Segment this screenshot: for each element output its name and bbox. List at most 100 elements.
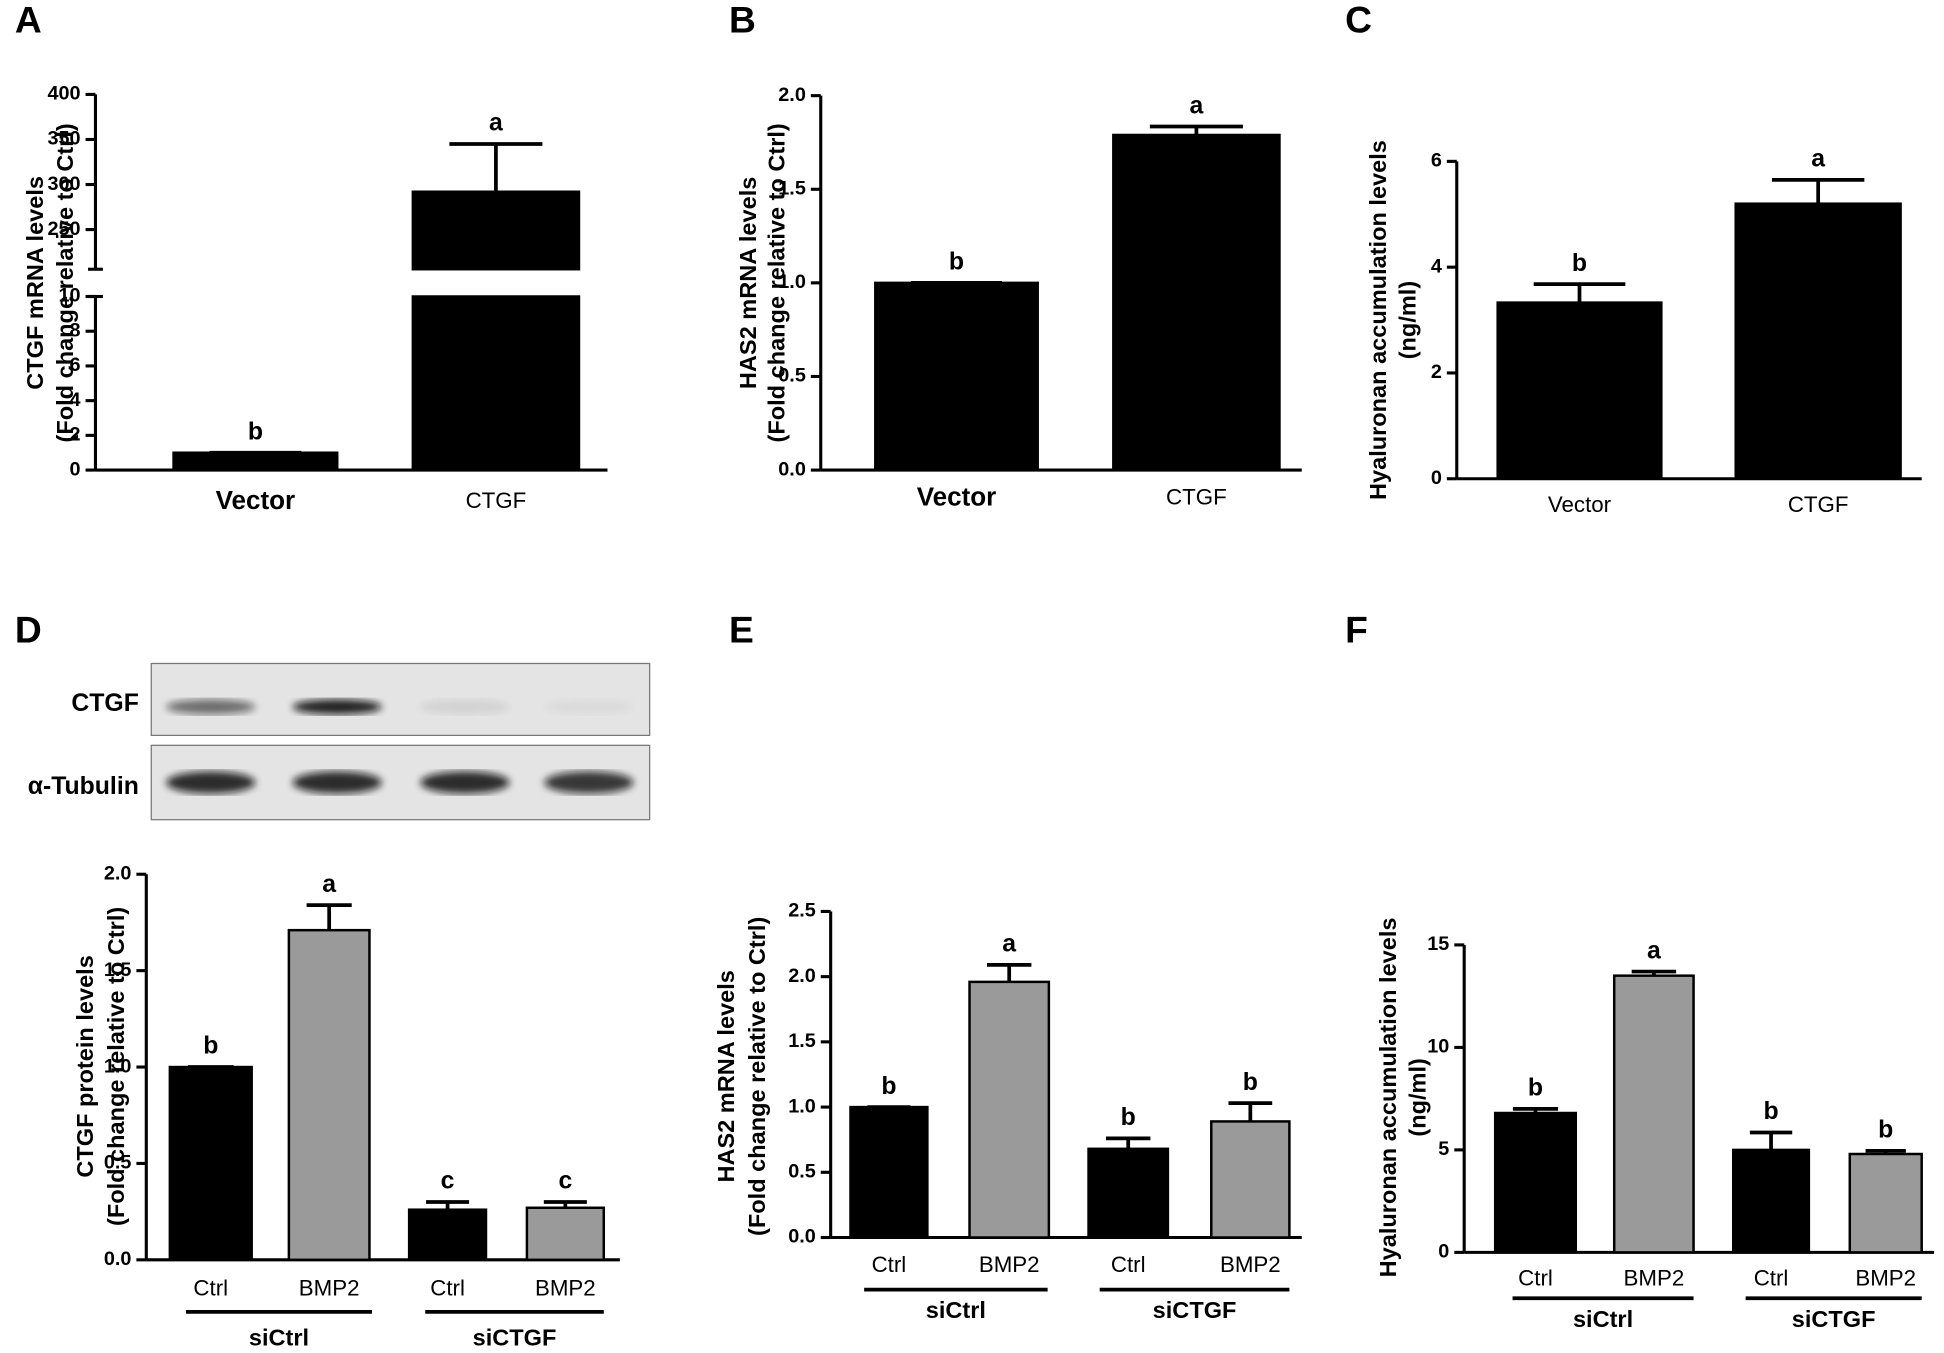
- panel-5: F 0 5 10 15 b Ctrl a BMP2 b Ctrl b BMP2 siCtrl siCTGF H…: [1345, 608, 1935, 1332]
- y-tick-label: 5: [1438, 1138, 1449, 1160]
- y-tick-label: 8: [70, 319, 81, 341]
- x-tick-label: BMP2: [979, 1252, 1040, 1277]
- error-bar: [1512, 1107, 1559, 1113]
- y-tick-label: 0.5: [104, 1152, 132, 1174]
- significance-letter: b: [1878, 1117, 1893, 1144]
- significance-letter: b: [248, 418, 263, 445]
- y-tick-label: 0.5: [788, 1161, 816, 1183]
- y-tick-label: 0: [70, 458, 81, 480]
- y-tick-label: 1.5: [778, 177, 806, 199]
- y-tick-label: 1.5: [788, 1030, 816, 1052]
- y-axis-label: CTGF mRNA levels (Fold change relative to…: [22, 123, 78, 442]
- y-tick-label: 1.5: [104, 959, 132, 981]
- bar: [1848, 1152, 1923, 1254]
- panel-0: A 0 2 4 6 8 10 250 300 350 400 b Vector a CTGF CTGF mRN…: [15, 0, 608, 515]
- panel-3: D 0.0 0.5 1.0 1.5 2.0 b Ctrl a BMP2 c Ctrl c BMP2 siCt…: [15, 608, 651, 1350]
- error-bar: [1105, 1136, 1151, 1149]
- bar: [287, 928, 371, 1262]
- error-bar: [1533, 282, 1626, 303]
- group-label: siCtrl: [249, 1324, 309, 1350]
- group-label: siCtrl: [926, 1297, 986, 1323]
- y-tick-label: 0.0: [104, 1248, 132, 1270]
- panel-letter: D: [15, 608, 42, 650]
- error-bar: [1771, 178, 1865, 204]
- bar: [1210, 1120, 1291, 1239]
- y-tick-label: 15: [1427, 933, 1449, 955]
- bar: [168, 1065, 253, 1262]
- blot-band: [420, 771, 510, 794]
- x-tick-label: Vector: [216, 485, 296, 515]
- y-tick-label: 1.0: [788, 1095, 816, 1117]
- bar: [525, 1206, 606, 1262]
- error-bar: [1631, 969, 1677, 976]
- x-tick-label: CTGF: [466, 488, 527, 513]
- error-bar: [1865, 1149, 1906, 1154]
- x-tick-label: Ctrl: [1754, 1266, 1789, 1291]
- blot-band: [544, 771, 634, 794]
- bar: [172, 451, 339, 472]
- significance-letter: b: [1121, 1104, 1136, 1131]
- y-tick-label: 6: [1431, 150, 1442, 172]
- error-bar: [1749, 1130, 1793, 1150]
- y-axis-label: Hyaluronan accumulation levels (ng/ml): [1365, 140, 1421, 500]
- y-axis-label-line: CTGF mRNA levels: [22, 176, 48, 390]
- y-tick-label: 6: [70, 354, 81, 376]
- panel-letter: F: [1345, 608, 1368, 650]
- bar: [1612, 974, 1695, 1254]
- bar: [1087, 1147, 1170, 1239]
- y-tick-label: 2.0: [788, 965, 816, 987]
- y-tick-label: 0.0: [778, 458, 806, 480]
- y-tick-label: 250: [47, 218, 80, 240]
- x-tick-label: Ctrl: [872, 1252, 907, 1277]
- error-bar: [449, 142, 543, 192]
- y-axis-label-line: Hyaluronan accumulation levels: [1375, 917, 1401, 1277]
- y-axis-label: CTGF protein levels (Fold change relative…: [72, 907, 129, 1226]
- y-tick-label: 10: [59, 285, 81, 307]
- x-tick-label: CTGF: [1788, 492, 1849, 517]
- y-axis-label-line: CTGF protein levels: [72, 955, 98, 1177]
- y-tick-label: 300: [47, 173, 80, 195]
- y-tick-label: 4: [1431, 255, 1442, 277]
- blot-label: α-Tubulin: [28, 773, 139, 800]
- y-axis-label-line: (ng/ml): [1395, 281, 1421, 359]
- significance-letter: b: [203, 1033, 218, 1060]
- bar: [1112, 133, 1281, 472]
- y-axis-label: Hyaluronan accumulation levels (ng/ml): [1375, 917, 1431, 1277]
- significance-letter: b: [881, 1073, 896, 1100]
- panel-letter: E: [729, 608, 754, 650]
- significance-letter: a: [1002, 931, 1016, 958]
- x-tick-label: BMP2: [535, 1275, 596, 1300]
- panel-2: C 0 2 4 6 b Vector a CTGF Hyaluronan accumulation…: [1345, 0, 1922, 517]
- bar: [968, 980, 1051, 1239]
- y-axis-label-line: HAS2 mRNA levels: [713, 970, 739, 1182]
- bar: [411, 190, 581, 271]
- x-tick-label: Ctrl: [430, 1275, 465, 1300]
- y-tick-label: 350: [47, 128, 80, 150]
- y-tick-label: 0.0: [788, 1226, 816, 1248]
- x-tick-label: Ctrl: [1518, 1266, 1553, 1291]
- significance-letter: c: [441, 1168, 455, 1195]
- error-bar: [426, 1200, 470, 1210]
- bar: [1731, 1148, 1811, 1254]
- error-bar: [306, 903, 352, 931]
- bar: [1496, 301, 1663, 480]
- x-tick-label: BMP2: [1855, 1266, 1916, 1291]
- significance-letter: b: [1528, 1075, 1543, 1102]
- y-axis-label-line: (Fold change relative to Ctrl): [52, 123, 78, 442]
- significance-letter: b: [1243, 1069, 1258, 1096]
- blot-band: [420, 699, 510, 715]
- significance-letter: a: [489, 110, 503, 137]
- bar: [874, 281, 1039, 472]
- panel-letter: B: [729, 0, 756, 40]
- significance-letter: a: [1190, 92, 1204, 119]
- y-tick-label: 0: [1438, 1241, 1449, 1263]
- significance-letter: b: [1763, 1098, 1778, 1125]
- y-tick-label: 2: [70, 424, 81, 446]
- error-bar: [1228, 1101, 1273, 1122]
- bar: [1734, 202, 1902, 480]
- group-label: siCTGF: [1792, 1306, 1876, 1332]
- error-bar: [986, 963, 1032, 982]
- y-tick-label: 10: [1427, 1036, 1449, 1058]
- bar: [849, 1105, 929, 1239]
- x-tick-label: Ctrl: [193, 1275, 228, 1300]
